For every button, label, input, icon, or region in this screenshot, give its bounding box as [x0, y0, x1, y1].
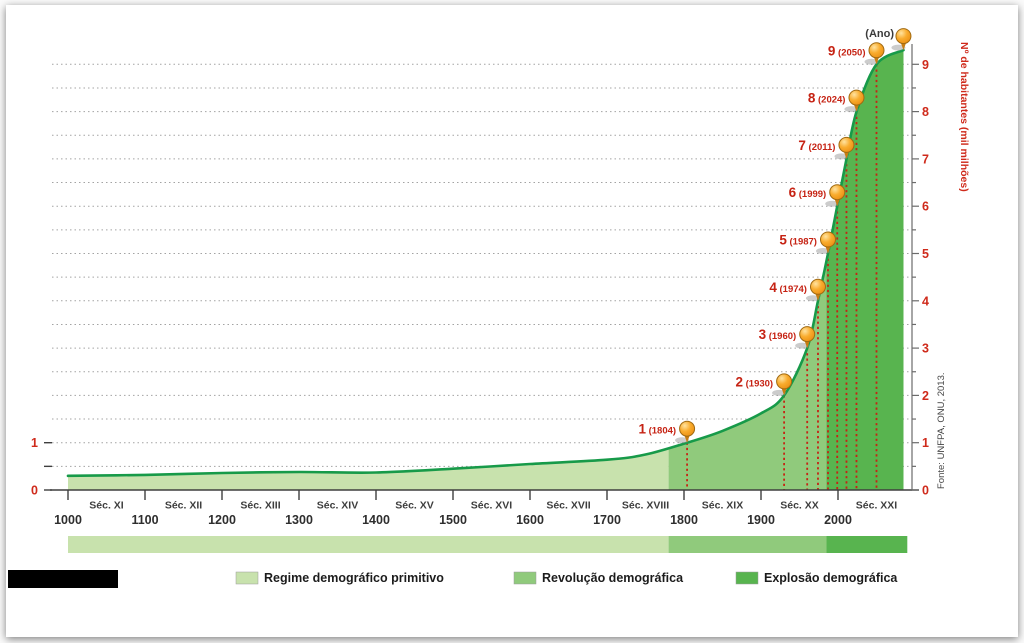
milestone-labels: 1 (1804) 2 (1930) 3 (1960) 4 (1974) 5 (1987)…	[638, 43, 865, 436]
x-year-label: 1600	[516, 513, 544, 527]
x-century-label: Séc. XIV	[317, 500, 358, 512]
pin-shadow	[795, 342, 810, 349]
period-bar-segment-3	[826, 536, 908, 553]
y-right-label: 3	[922, 342, 929, 356]
population-curve	[66, 48, 905, 478]
pin-shadow	[891, 44, 906, 51]
pin-shadow	[805, 295, 820, 302]
y-left-label: 0	[31, 484, 38, 498]
x-century-label: Séc. XI	[89, 500, 124, 512]
pin-shadow	[675, 437, 690, 444]
curve-group	[66, 48, 905, 478]
x-year-label: 1300	[285, 513, 313, 527]
pin-shadow	[864, 58, 879, 65]
milestone-lines	[686, 64, 878, 490]
pin-head-icon	[895, 28, 912, 45]
milestone-pin	[844, 89, 865, 113]
pin-shadow	[815, 248, 830, 254]
legend-label-explosion: Explosão demográfica	[764, 571, 898, 585]
y-right-label: 1	[922, 436, 929, 450]
y-right-label: 5	[922, 247, 929, 261]
pin-head-icon	[809, 278, 826, 295]
milestone-label-9: 9 (2050)	[828, 43, 866, 58]
x-year-label: 1400	[362, 513, 390, 527]
pin-head-icon	[868, 42, 885, 59]
milestone-label-1: 1 (1804)	[638, 422, 676, 437]
y-right-label: 9	[922, 58, 929, 72]
period-bar-segment-2	[668, 536, 827, 553]
x-year-label: 2000	[824, 513, 852, 527]
area-fill-2	[668, 261, 827, 490]
y-left-label: 1	[31, 436, 38, 450]
legend: Regime demográfico primitivo Revolução d…	[235, 571, 898, 585]
x-century-label: Séc. XIII	[240, 500, 280, 512]
x-year-label: 1100	[131, 513, 158, 527]
x-century-label: Séc. XV	[395, 500, 434, 512]
pin-head-icon	[829, 184, 846, 201]
x-century-label: Séc. XVIII	[622, 500, 669, 512]
pin-head-icon	[776, 373, 793, 390]
milestone-pin	[815, 231, 836, 254]
pin-head-icon	[838, 136, 855, 153]
milestone-label-7: 7 (2011)	[798, 138, 835, 153]
y-axis-title: Nº de habitantes (mil milhões)	[958, 42, 970, 192]
area-fill-3	[826, 50, 904, 490]
pin-shadow	[772, 389, 787, 396]
redacted-caption-block	[8, 570, 118, 588]
period-bar	[68, 536, 908, 553]
milestone-label-3: 3 (1960)	[759, 327, 797, 342]
axes: 1000 1100 1200 1300 1400 1500 1600 1700 1800 1900…	[31, 44, 929, 527]
milestone-pin	[675, 420, 696, 444]
legend-swatch-revolution	[513, 571, 537, 585]
milestone-pin	[805, 278, 826, 302]
y-right-label: 6	[922, 200, 929, 214]
pin-head-icon	[799, 326, 816, 343]
x-century-label: Séc. XXI	[856, 500, 898, 512]
x-year-label: 1700	[593, 513, 621, 527]
milestone-label-6: 6 (1999)	[789, 185, 827, 200]
y-right-label: 8	[922, 105, 929, 119]
x-century-label: Séc. XIX	[702, 500, 743, 512]
x-year-label: 1500	[439, 513, 467, 527]
milestone-pin	[772, 373, 793, 396]
period-bar-segment-1	[68, 536, 669, 553]
x-year-label: 1200	[208, 513, 236, 527]
milestone-label-5: 5 (1987)	[779, 233, 817, 248]
area-fill-1	[68, 448, 669, 490]
y-right-label: 2	[922, 389, 929, 403]
pin-shadow	[834, 153, 849, 160]
area-fills	[68, 50, 904, 490]
pin-head-icon	[679, 420, 696, 437]
milestone-label-4: 4 (1974)	[769, 280, 807, 295]
milestone-pin	[795, 326, 816, 349]
x-year-label: 1800	[670, 513, 698, 527]
x-axis-unit-label: (Ano)	[865, 28, 894, 40]
y-right-label: 7	[922, 152, 929, 166]
milestone-pin	[825, 184, 846, 207]
x-century-label: Séc. XVI	[471, 500, 513, 512]
y-right-label: 4	[922, 294, 929, 308]
y-right-label: 0	[922, 484, 929, 498]
legend-label-revolution: Revolução demográfica	[542, 571, 684, 585]
legend-swatch-explosion	[735, 571, 759, 585]
pins	[675, 28, 912, 444]
milestone-pin	[891, 28, 912, 51]
legend-swatch-primitive	[235, 571, 259, 585]
pin-head-icon	[848, 89, 865, 106]
pin-shadow	[844, 106, 859, 113]
x-century-label: Séc. XX	[780, 500, 819, 512]
x-year-label: 1900	[747, 513, 775, 527]
x-year-label: 1000	[54, 513, 82, 527]
x-century-label: Séc. XII	[165, 500, 202, 512]
milestone-pin	[834, 136, 855, 160]
x-century-label: Séc. XVII	[546, 500, 590, 512]
legend-label-primitive: Regime demográfico primitivo	[264, 571, 444, 585]
pin-head-icon	[819, 231, 836, 248]
pin-shadow	[825, 200, 840, 207]
milestone-pin	[864, 42, 885, 65]
milestone-label-2: 2 (1930)	[735, 374, 773, 389]
source-credit: Fonte: UNFPA, ONU, 2013.	[936, 372, 947, 489]
milestone-label-8: 8 (2024)	[808, 91, 846, 106]
